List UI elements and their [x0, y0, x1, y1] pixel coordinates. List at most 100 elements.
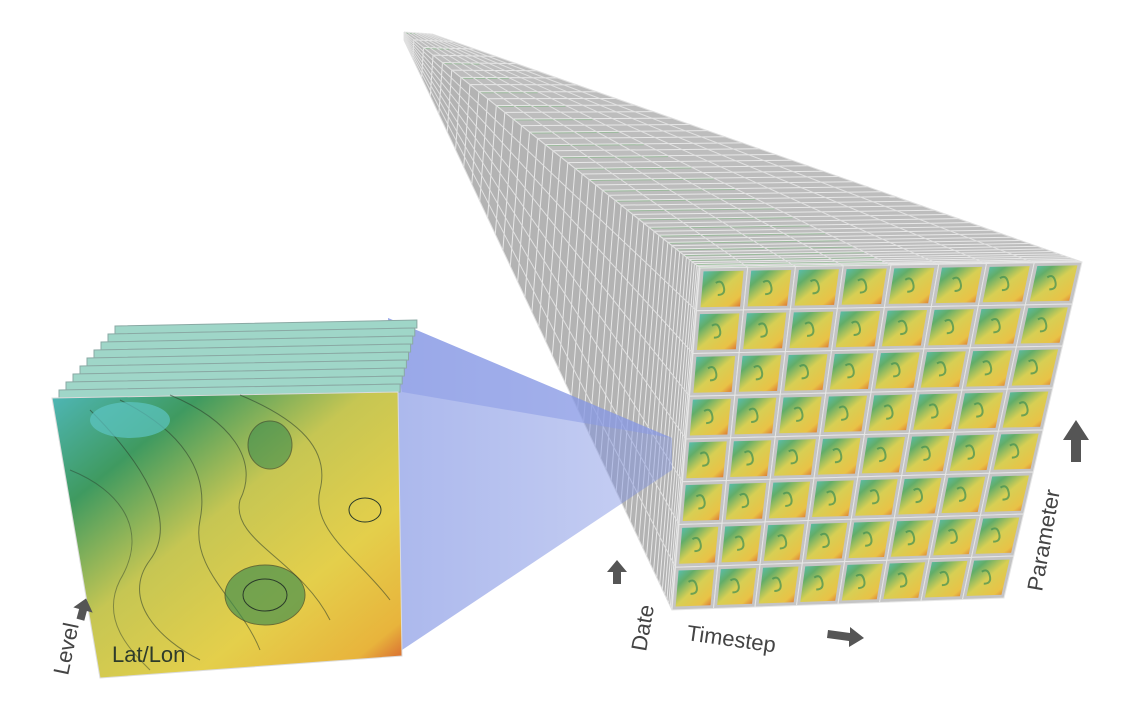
tile-swirl — [952, 276, 962, 292]
tile-swirl — [739, 492, 750, 509]
cube-tile-map — [1011, 349, 1059, 386]
cube-tile-map — [747, 269, 792, 307]
tile-swirl — [711, 323, 722, 339]
row-gridline — [403, 35, 687, 440]
tile-swirl — [699, 451, 710, 467]
cube-tile-map — [675, 569, 715, 607]
tile-swirl — [965, 444, 976, 460]
depth-edge-hint — [638, 217, 793, 221]
cube-tile-map — [763, 524, 805, 561]
tile-swirl — [748, 407, 759, 423]
depth-edge-hint — [589, 178, 714, 182]
cube-tile-map — [774, 439, 816, 476]
latlon-label: Lat/Lon — [112, 642, 185, 667]
cube-tile-map — [682, 484, 723, 521]
datacube-front-face — [671, 261, 1083, 611]
cube-tile-map — [841, 268, 887, 305]
cube-tile-map — [686, 441, 727, 479]
cube-tile-map — [898, 477, 942, 515]
parameter-label: Parameter — [1022, 487, 1064, 592]
row-gridline — [403, 39, 673, 611]
tile-swirl — [691, 536, 702, 553]
depth-edge-hint — [627, 208, 775, 212]
tile-swirl — [753, 365, 764, 381]
level-sheet — [86, 351, 409, 367]
cube-tile-map — [768, 481, 811, 519]
tile-swirl — [897, 572, 908, 588]
cube-tile-map — [949, 434, 995, 471]
date-axis: Date — [607, 560, 659, 653]
cube-tile-map — [957, 392, 1003, 429]
cube-tile-map — [794, 269, 839, 306]
cube-tile-map — [966, 350, 1012, 387]
cube-tile-map — [730, 440, 772, 478]
cube-tile-map — [913, 393, 958, 430]
cube-tile-map — [883, 562, 926, 599]
column-gridline — [431, 33, 1083, 263]
row-gridline — [403, 31, 701, 269]
level-sheet — [58, 383, 401, 399]
cube-tile-map — [829, 353, 874, 390]
tile-swirl — [844, 363, 855, 379]
tile-swirl — [734, 535, 745, 551]
tile-swirl — [1028, 359, 1038, 375]
column-gridline — [428, 33, 1035, 264]
tile-swirl — [1009, 443, 1020, 459]
tile-swirl — [715, 280, 726, 296]
column-gridline — [417, 32, 892, 266]
column-gridline — [421, 32, 939, 265]
cube-tile-map — [855, 479, 898, 516]
cube-tile-map — [975, 517, 1020, 554]
tile-swirl — [897, 319, 908, 336]
cube-tile-map — [693, 356, 736, 393]
depth-edge-hint — [694, 261, 883, 266]
tile-swirl — [904, 277, 915, 293]
cube-tile-map — [890, 520, 934, 557]
level-sheet — [93, 343, 412, 359]
tile-swirl — [819, 532, 830, 549]
tile-swirl — [936, 361, 947, 377]
tile-swirl — [855, 573, 866, 590]
row-gridline — [403, 33, 694, 354]
tile-swirl — [826, 490, 837, 506]
cube-tile-map — [993, 433, 1039, 470]
cube-tile-map — [868, 394, 913, 432]
tile-swirl — [913, 487, 923, 504]
tile-swirl — [999, 275, 1010, 292]
depth-edge-hint — [658, 233, 826, 237]
level-sheet — [72, 367, 405, 383]
row-gridline — [403, 32, 697, 312]
tile-swirl — [809, 279, 820, 295]
cube-tile-map — [941, 476, 986, 514]
cube-tile-map — [789, 311, 834, 349]
cube-tile-map — [823, 395, 867, 433]
depth-edge-hint — [675, 246, 853, 251]
row-gridline — [403, 34, 690, 397]
tile-swirl — [905, 530, 916, 546]
cube-tile-map — [935, 266, 983, 304]
tile-swirl — [813, 575, 824, 591]
cube-tile-map — [875, 352, 920, 389]
weather-map: Lat/Lon — [51, 391, 403, 679]
tile-swirl — [804, 321, 815, 337]
tile-swirl — [862, 531, 873, 547]
cube-tile-map — [881, 309, 927, 347]
column-gridline — [410, 32, 796, 267]
cube-tile-map — [984, 475, 1029, 512]
cube-tile-map — [734, 397, 777, 435]
level-sheet — [65, 375, 403, 391]
cube-tile-map — [689, 398, 731, 436]
cube-tile-map — [861, 436, 905, 474]
tile-swirl — [688, 579, 698, 595]
column-gridline — [414, 32, 844, 267]
cube-tile-map — [933, 518, 977, 556]
tile-swirl — [883, 404, 894, 420]
cube-tile-map — [905, 435, 950, 473]
depth-edge-hint — [529, 131, 619, 134]
level-sheet — [107, 327, 416, 343]
tile-swirl — [857, 278, 868, 294]
arrow-up-icon — [73, 598, 93, 621]
cube-tile-map — [679, 526, 719, 564]
tile-swirl — [762, 279, 773, 296]
